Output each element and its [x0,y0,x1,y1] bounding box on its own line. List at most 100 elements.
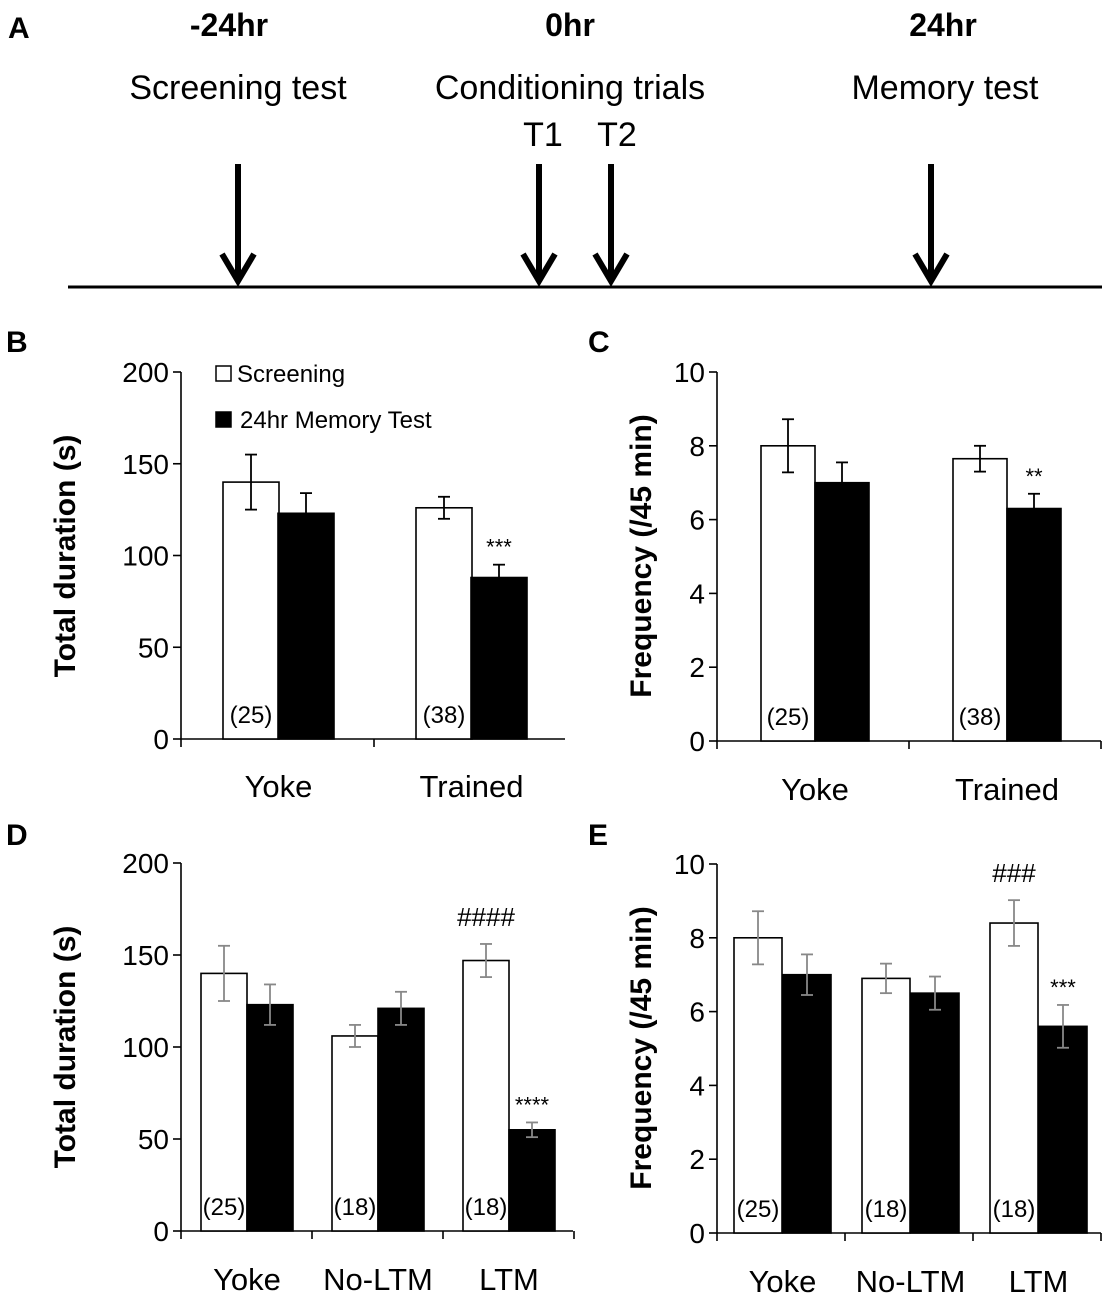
error-bar-d [395,990,407,1026]
y-tick-label-d: 50 [138,1124,169,1155]
significance-stars-d: **** [515,1092,550,1117]
bar-memory-d-2 [508,1129,556,1232]
y-tick-label-c: 0 [689,726,705,757]
legend: Screening 24hr Memory Test [215,361,432,434]
bar-memory-b-1 [470,576,528,740]
sample-size-label-e: (18) [993,1196,1036,1223]
sample-size-label-c: (25) [767,704,810,731]
legend-label-memory: 24hr Memory Test [240,407,432,434]
y-tick-label-e: 4 [689,1070,705,1101]
y-tick-label-b: 50 [138,632,169,663]
panel-letter-b: B [6,326,28,359]
arrow-trial-t2 [592,164,630,287]
hash-annotation-d: #### [457,902,515,932]
bar-memory-e-1 [910,992,960,1234]
sample-size-label-c: (38) [959,704,1002,731]
chart-panel-e: E Frequency (/45 min) 0 2 4 6 8 10 Yoke (25) No-LT… [588,819,1102,1299]
y-tick-label-b: 0 [153,724,169,755]
error-bar-d [264,983,276,1026]
category-label-b: Yoke [245,769,313,804]
y-tick-label-c: 10 [674,357,705,388]
legend-swatch-screening [215,365,232,382]
y-tick-label-e: 8 [689,923,705,954]
error-bar-c [1028,492,1040,525]
label-trial-t2: T2 [597,116,637,154]
bar-screening-e-2 [989,922,1039,1234]
bar-memory-c-1 [1006,507,1062,742]
y-axis-label-b: Total duration (s) [49,435,82,678]
sample-size-label-d: (18) [334,1194,377,1221]
error-bar-e [929,975,941,1011]
error-bar-c [782,418,794,474]
error-bar-e [1008,899,1020,947]
bar-memory-e-2 [1038,1025,1088,1234]
y-tick-label-d: 200 [122,848,169,879]
error-bar-e [801,953,813,996]
bar-memory-c-0 [814,481,870,742]
y-tick-label-c: 4 [689,578,705,609]
significance-stars-b: *** [486,535,512,560]
bar-memory-e-0 [782,973,832,1234]
error-bar-c [836,461,848,504]
y-tick-label-d: 100 [122,1032,169,1063]
bar-screening-d-2 [462,959,510,1232]
error-bar-d [349,1024,361,1048]
bar-memory-b-0 [277,512,335,740]
error-bar-b [300,492,312,535]
significance-stars-e: *** [1050,975,1076,1000]
y-tick-label-b: 200 [122,357,169,388]
error-bar-d [480,943,492,978]
y-axis-label-d: Total duration (s) [49,926,82,1169]
sample-size-label-d: (25) [203,1194,246,1221]
bar-screening-d-0 [200,972,248,1232]
panel-letter-a: A [8,12,30,45]
category-label-d: LTM [479,1262,539,1297]
y-axis-label-c: Frequency (/45 min) [625,414,658,697]
sample-size-label-d: (18) [465,1194,508,1221]
bar-screening-c-0 [760,444,816,742]
y-tick-label-e: 2 [689,1144,705,1175]
label-memory-test: Memory test [851,69,1039,107]
bar-screening-e-1 [861,977,911,1234]
category-label-e: LTM [1009,1264,1069,1299]
y-tick-label-d: 150 [122,940,169,971]
arrow-screening [219,164,257,287]
arrow-trial-t1 [520,164,558,287]
y-tick-label-e: 10 [674,849,705,880]
bar-memory-d-1 [377,1007,425,1232]
sample-size-label-e: (18) [865,1196,908,1223]
hash-annotation-e: ### [992,858,1036,888]
error-bar-b [493,563,505,592]
chart-panel-b: B Total duration (s) 0 50 100 150 200 Yoke (25) T… [6,326,565,804]
chart-panel-d: D Total duration (s) 0 50 100 150 200 Yoke (25) N… [6,819,575,1297]
arrow-memory-test [912,164,950,287]
bar-screening-c-1 [952,457,1008,742]
y-tick-label-c: 8 [689,431,705,462]
category-label-e: No-LTM [856,1264,966,1299]
category-label-d: Yoke [213,1262,281,1297]
category-label-c: Yoke [781,772,849,807]
error-bar-e [880,962,892,995]
category-label-c: Trained [955,772,1059,807]
y-tick-label-e: 0 [689,1218,705,1249]
label-conditioning-trials: Conditioning trials [435,69,705,107]
bar-screening-b-1 [415,506,473,740]
category-label-d: No-LTM [323,1262,433,1297]
sample-size-label-b: (38) [423,702,466,729]
error-bar-d [526,1121,538,1139]
time-memory: 24hr [909,7,977,43]
panel-letter-d: D [6,819,28,852]
error-bar-b [438,495,450,520]
error-bar-c [974,444,986,473]
y-tick-label-b: 150 [122,449,169,480]
panel-letter-c: C [588,326,610,359]
bar-screening-e-0 [733,936,783,1234]
error-bar-d [218,944,230,1002]
time-screening: -24hr [190,7,268,43]
label-trial-t1: T1 [523,116,563,154]
y-tick-label-b: 100 [122,541,169,572]
y-tick-label-d: 0 [153,1216,169,1247]
bar-screening-b-0 [222,481,280,740]
